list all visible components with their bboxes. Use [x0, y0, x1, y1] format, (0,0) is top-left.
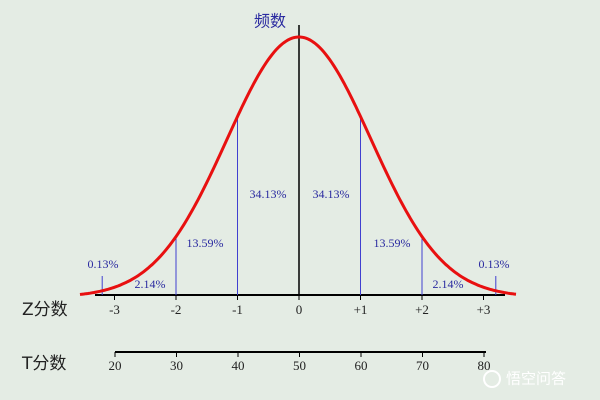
t-tick-label: 20	[109, 358, 122, 373]
area-percent: 34.13%	[250, 187, 287, 201]
area-percent: 13.59%	[187, 236, 224, 250]
t-tick-label: 80	[478, 358, 491, 373]
area-percent: 2.14%	[135, 277, 166, 291]
z-tick-label: -2	[171, 302, 182, 317]
watermark: 悟空问答	[506, 370, 566, 388]
area-percent: 0.13%	[88, 257, 119, 271]
z-tick-label: 0	[296, 302, 303, 317]
t-tick-label: 70	[416, 358, 429, 373]
normal-curve	[79, 35, 517, 296]
t-tick-label: 60	[355, 358, 368, 373]
z-tick-label: -3	[109, 302, 120, 317]
area-percent: 13.59%	[374, 236, 411, 250]
z-tick-label: +3	[477, 302, 491, 317]
z-tick-label: +1	[354, 302, 368, 317]
area-percent: 34.13%	[313, 187, 350, 201]
normal-curve-diagram: 0.13% 2.14% 13.59% 34.13% 34.13% 13.59% 2.14% 0…	[79, 25, 517, 373]
t-tick-label: 30	[170, 358, 183, 373]
t-tick-label: 40	[232, 358, 245, 373]
z-tick-label: -1	[232, 302, 243, 317]
t-axis-label: T分数	[21, 354, 66, 374]
watermark-icon	[483, 370, 501, 388]
t-tick-label: 50	[293, 358, 306, 373]
y-axis-label: 频数	[254, 12, 286, 31]
area-percent: 2.14%	[433, 277, 464, 291]
z-axis-label: Z分数	[22, 300, 68, 320]
area-percent: 0.13%	[479, 257, 510, 271]
z-tick-label: +2	[415, 302, 429, 317]
